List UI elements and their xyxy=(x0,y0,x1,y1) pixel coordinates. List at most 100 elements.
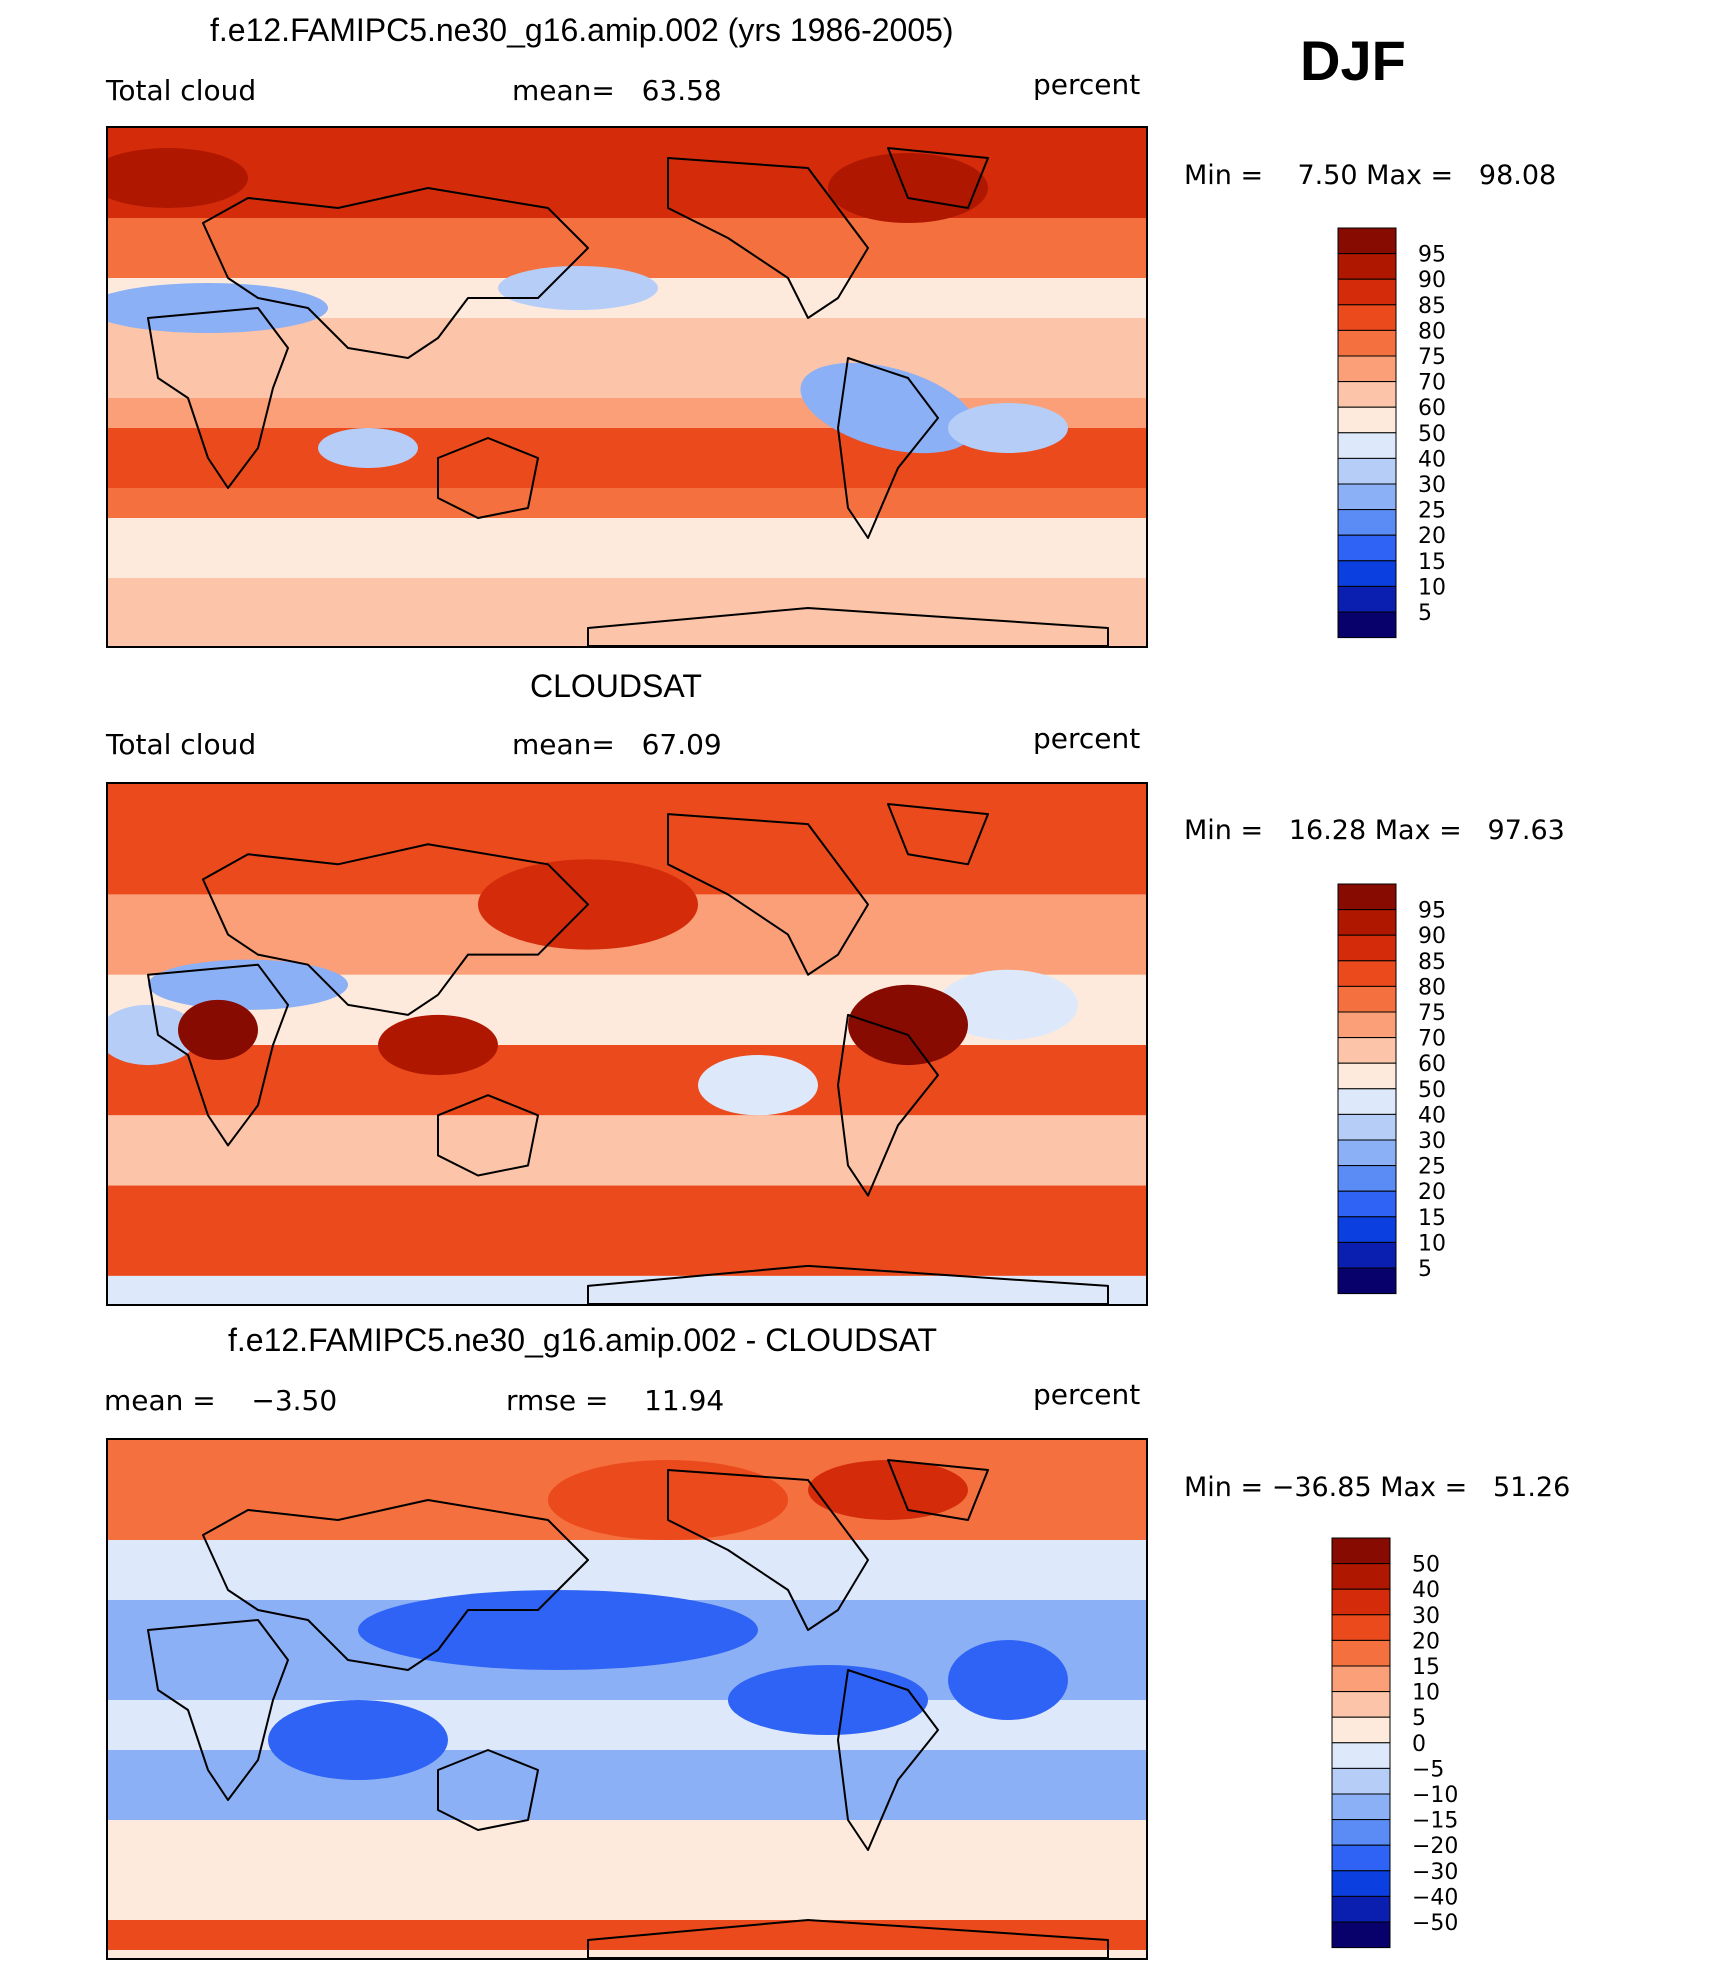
field-band xyxy=(108,1275,1146,1304)
colorbar-box xyxy=(1337,432,1397,459)
colorbar-box xyxy=(1337,560,1397,587)
coastline xyxy=(887,147,989,209)
colorbar-box xyxy=(1337,883,1397,911)
panel1-units-label: percent xyxy=(1033,68,1141,101)
colorbar-box xyxy=(1337,483,1397,511)
colorbar-box xyxy=(1337,457,1397,485)
colorbar-box xyxy=(1337,611,1397,639)
colorbar-box xyxy=(1337,1037,1397,1064)
colorbar-tick-label: −15 xyxy=(1412,1809,1458,1834)
field-patch xyxy=(108,148,248,208)
colorbar-tick-label: 80 xyxy=(1418,319,1446,344)
colorbar-box xyxy=(1331,1614,1391,1641)
colorbar-box xyxy=(1331,1639,1391,1667)
field-band xyxy=(108,1115,1146,1186)
coastline xyxy=(202,843,589,1016)
colorbar-tick-label: 40 xyxy=(1412,1578,1440,1603)
field-patch xyxy=(498,266,658,310)
colorbar-tick-label: −50 xyxy=(1412,1911,1458,1936)
colorbar-tick-label: 80 xyxy=(1418,975,1446,1000)
panel2-colorbar: 95 90 85 80 75 70 60 50 40 30 25 20 15 10 5 xyxy=(1334,883,1474,1295)
coastline xyxy=(147,1619,289,1801)
coastline xyxy=(147,307,289,489)
colorbar-tick-label: 5 xyxy=(1412,1706,1426,1731)
colorbar-box xyxy=(1331,1819,1391,1846)
colorbar-tick-label: 15 xyxy=(1412,1655,1440,1680)
field-band xyxy=(108,1820,1146,1910)
panel3-rmse-label: rmse = 11.94 xyxy=(506,1384,725,1417)
colorbar-tick-label: −5 xyxy=(1412,1757,1444,1782)
colorbar-box xyxy=(1337,985,1397,1013)
colorbar-box xyxy=(1337,1267,1397,1295)
colorbar-tick-label: 40 xyxy=(1418,447,1446,472)
coastline xyxy=(437,437,539,519)
colorbar-box xyxy=(1337,355,1397,383)
panel2-title: CLOUDSAT xyxy=(530,668,702,704)
colorbar-box xyxy=(1337,1241,1397,1269)
panel3-colorbar: 50 40 30 20 15 10 5 0 −5 −10 −15 −20 −30 −40 −50 xyxy=(1328,1537,1478,1949)
colorbar-tick-label: 15 xyxy=(1418,550,1446,575)
field-patch xyxy=(268,1700,448,1780)
colorbar-tick-label: 5 xyxy=(1418,1257,1432,1282)
field-band xyxy=(108,318,1146,398)
colorbar-box xyxy=(1337,278,1397,306)
colorbar-box xyxy=(1331,1588,1391,1616)
field-patch xyxy=(358,1590,758,1670)
panel2-mean-label: mean= 67.09 xyxy=(512,728,722,761)
colorbar-box xyxy=(1331,1742,1391,1769)
panel3-world-map-icon xyxy=(108,1440,1146,1958)
colorbar-box xyxy=(1337,934,1397,962)
coastline xyxy=(437,1749,539,1831)
panel2-units-label: percent xyxy=(1033,722,1141,755)
colorbar-box xyxy=(1331,1895,1391,1923)
colorbar-box xyxy=(1337,1011,1397,1039)
field-patch xyxy=(828,153,988,223)
colorbar-box xyxy=(1337,227,1397,255)
colorbar-tick-label: −40 xyxy=(1412,1885,1458,1910)
colorbar-box xyxy=(1337,1216,1397,1243)
colorbar-tick-label: 25 xyxy=(1418,499,1446,524)
colorbar-tick-label: 95 xyxy=(1418,899,1446,924)
panel3-minmax: Min = −36.85 Max = 51.26 xyxy=(1184,1472,1571,1503)
colorbar-box xyxy=(1331,1665,1391,1693)
panel1-mean-label: mean= 63.58 xyxy=(512,74,722,107)
colorbar-box xyxy=(1337,329,1397,357)
colorbar-box xyxy=(1337,909,1397,936)
colorbar-tick-label: 25 xyxy=(1418,1155,1446,1180)
coastline xyxy=(887,1459,989,1521)
field-patch xyxy=(108,1004,198,1066)
colorbar-box xyxy=(1337,381,1397,408)
panel3-mean-label: mean = −3.50 xyxy=(104,1384,338,1417)
field-patch xyxy=(318,428,418,468)
coastline xyxy=(587,607,1109,646)
colorbar-box xyxy=(1331,1793,1391,1821)
field-patch xyxy=(808,1460,968,1520)
panel1-map xyxy=(106,126,1148,648)
colorbar-box xyxy=(1331,1716,1391,1744)
panel1-minmax: Min = 7.50 Max = 98.08 xyxy=(1184,160,1557,191)
colorbar-tick-label: 75 xyxy=(1418,345,1446,370)
colorbar-box xyxy=(1337,1139,1397,1167)
colorbar-tick-label: 90 xyxy=(1418,268,1446,293)
field-patch xyxy=(148,959,348,1010)
colorbar-box xyxy=(1331,1870,1391,1897)
colorbar-box xyxy=(1337,585,1397,613)
field-patch xyxy=(378,1014,498,1076)
colorbar-tick-label: 15 xyxy=(1418,1206,1446,1231)
colorbar-box xyxy=(1331,1767,1391,1795)
colorbar-box xyxy=(1337,253,1397,280)
coastline xyxy=(202,187,589,359)
colorbar-tick-label: 85 xyxy=(1418,294,1446,319)
season-label: DJF xyxy=(1300,29,1406,92)
panel2-map xyxy=(106,782,1148,1306)
colorbar-tick-label: 85 xyxy=(1418,950,1446,975)
field-band xyxy=(108,518,1146,578)
colorbar-box xyxy=(1337,1062,1397,1090)
colorbar-box xyxy=(1331,1563,1391,1590)
field-patch xyxy=(948,403,1068,453)
colorbar-box xyxy=(1337,509,1397,536)
colorbar-tick-label: 10 xyxy=(1418,1231,1446,1256)
colorbar-tick-label: −10 xyxy=(1412,1783,1458,1808)
colorbar-box xyxy=(1337,1165,1397,1192)
colorbar-box xyxy=(1331,1844,1391,1872)
